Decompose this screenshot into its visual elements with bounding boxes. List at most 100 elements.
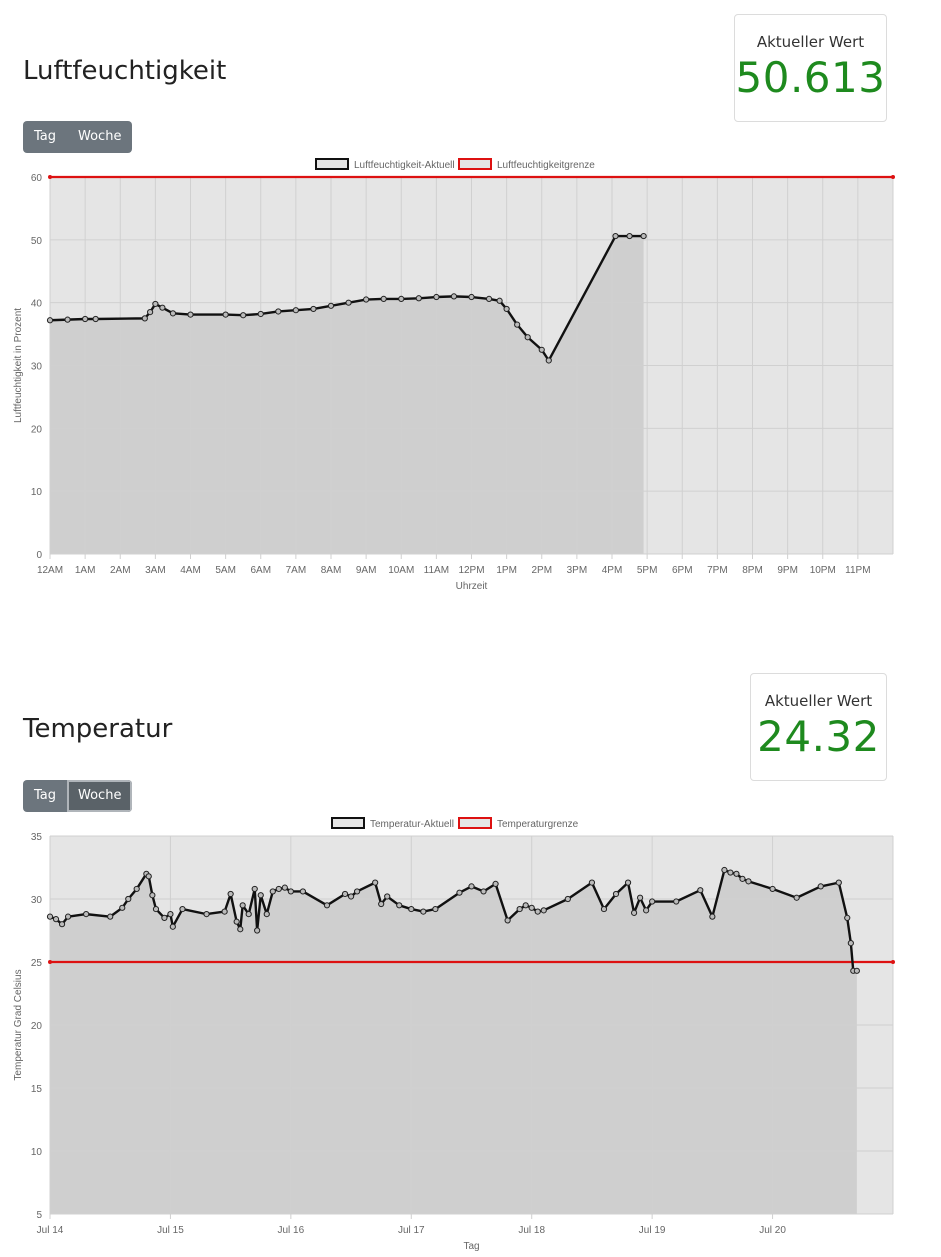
temperature-day-button[interactable]: Tag	[23, 780, 68, 812]
temperature-data-point	[480, 888, 487, 895]
temperature-data-point	[835, 879, 842, 886]
temperature-data-point	[323, 902, 331, 909]
humidity-data-point	[46, 317, 54, 324]
humidity-data-point	[222, 311, 229, 318]
temperature-data-point	[46, 913, 54, 920]
temperature-data-point	[169, 923, 176, 930]
humidity-x-tick-label: 8PM	[742, 565, 763, 576]
humidity-data-point	[496, 297, 503, 304]
temperature-data-point	[145, 873, 152, 880]
temperature-data-point	[52, 916, 60, 923]
humidity-legend-actual-label: Luftfeuchtigkeit-Aktuell	[354, 160, 455, 171]
humidity-y-axis-title: Luftfeuchtigkeit in Prozent	[13, 308, 24, 423]
temperature-data-point	[624, 879, 632, 886]
temperature-data-point	[179, 905, 186, 913]
temperature-series-area	[50, 870, 857, 1214]
temperature-data-point	[263, 911, 270, 918]
humidity-data-point	[169, 310, 177, 317]
temperature-data-point	[221, 908, 228, 915]
temperature-data-point	[378, 900, 385, 908]
humidity-data-point	[327, 302, 335, 309]
temperature-data-point	[697, 887, 704, 894]
temperature-y-tick-label: 15	[31, 1084, 43, 1095]
temperature-week-button[interactable]: Woche	[67, 780, 133, 812]
temperature-data-point	[133, 885, 140, 893]
temperature-plot-area	[50, 836, 893, 1214]
temperature-data-point	[739, 875, 746, 882]
humidity-data-point	[545, 357, 552, 364]
temperature-data-point	[281, 884, 288, 891]
humidity-y-tick-label: 50	[31, 236, 43, 247]
humidity-data-point	[141, 315, 148, 322]
humidity-y-tick-label: 40	[31, 299, 43, 310]
temperature-x-tick-label: Jul 18	[518, 1225, 545, 1236]
temperature-data-point	[522, 902, 529, 909]
humidity-x-tick-label: 10AM	[388, 565, 414, 576]
humidity-y-tick-label: 0	[36, 550, 42, 561]
temperature-data-point	[649, 898, 656, 905]
humidity-data-point	[64, 316, 71, 323]
temperature-data-point	[588, 879, 596, 886]
temperature-data-point	[239, 902, 246, 909]
temperature-data-point	[83, 911, 90, 918]
humidity-x-tick-label: 5AM	[215, 565, 236, 576]
humidity-data-point	[345, 299, 352, 306]
temperature-data-point	[492, 880, 499, 887]
humidity-x-tick-label: 12AM	[37, 565, 63, 576]
humidity-data-point	[152, 300, 159, 308]
humidity-data-point	[468, 293, 475, 301]
humidity-week-button[interactable]: Woche	[67, 121, 133, 153]
temperature-data-point	[233, 918, 240, 925]
humidity-data-point	[363, 296, 370, 303]
temperature-data-point	[107, 913, 114, 920]
temperature-range-buttons: Tag Woche	[23, 780, 133, 812]
temperature-data-point	[727, 869, 734, 876]
humidity-y-tick-label: 60	[31, 173, 43, 184]
humidity-data-point	[485, 295, 493, 302]
humidity-current-label: Aktueller Wert	[756, 33, 865, 51]
temperature-legend-swatch-limit	[458, 817, 492, 829]
temperature-legend-actual-label: Temperatur-Aktuell	[370, 819, 454, 830]
temperature-data-point	[630, 909, 638, 916]
temperature-data-point	[534, 908, 541, 915]
humidity-x-tick-label: 10PM	[810, 565, 836, 576]
temperature-data-point	[167, 911, 174, 918]
temperature-x-tick-label: Jul 15	[157, 1225, 184, 1236]
temperature-y-tick-label: 30	[31, 895, 43, 906]
humidity-title: Luftfeuchtigkeit	[23, 56, 227, 86]
humidity-threshold-point	[48, 175, 52, 179]
humidity-data-point	[257, 310, 264, 318]
humidity-x-tick-label: 7AM	[286, 565, 307, 576]
temperature-y-axis-title: Temperatur Grad Celsius	[13, 969, 24, 1080]
temperature-data-point	[516, 905, 523, 913]
temperature-data-point	[721, 866, 728, 874]
humidity-x-tick-label: 1AM	[75, 565, 96, 576]
humidity-data-point	[626, 232, 633, 240]
temperature-data-point	[341, 890, 349, 898]
temperature-data-point	[853, 967, 860, 974]
humidity-data-point	[310, 305, 317, 313]
temperature-data-point	[612, 890, 620, 898]
temperature-data-point	[64, 913, 72, 920]
temperature-data-point	[817, 883, 824, 890]
humidity-data-point	[380, 295, 387, 302]
temperature-data-point	[152, 905, 160, 913]
humidity-day-button[interactable]: Tag	[23, 121, 68, 153]
temperature-x-tick-label: Jul 17	[398, 1225, 425, 1236]
humidity-y-tick-label: 30	[31, 362, 43, 373]
temperature-data-point	[396, 902, 403, 909]
humidity-data-point	[514, 321, 521, 328]
humidity-x-tick-label: 8AM	[321, 565, 342, 576]
temperature-data-point	[119, 904, 126, 911]
humidity-data-point	[503, 305, 510, 313]
temperature-data-point	[287, 888, 294, 895]
temperature-data-point	[432, 905, 439, 913]
humidity-y-tick-label: 20	[31, 424, 43, 435]
temperature-current-value: 24.32	[757, 712, 880, 761]
temperature-data-point	[733, 870, 740, 877]
temperature-current-label: Aktueller Wert	[764, 692, 873, 710]
humidity-threshold-point	[891, 175, 895, 179]
humidity-data-point	[450, 293, 458, 300]
temperature-data-point	[793, 894, 800, 901]
temperature-threshold-point	[48, 960, 52, 964]
